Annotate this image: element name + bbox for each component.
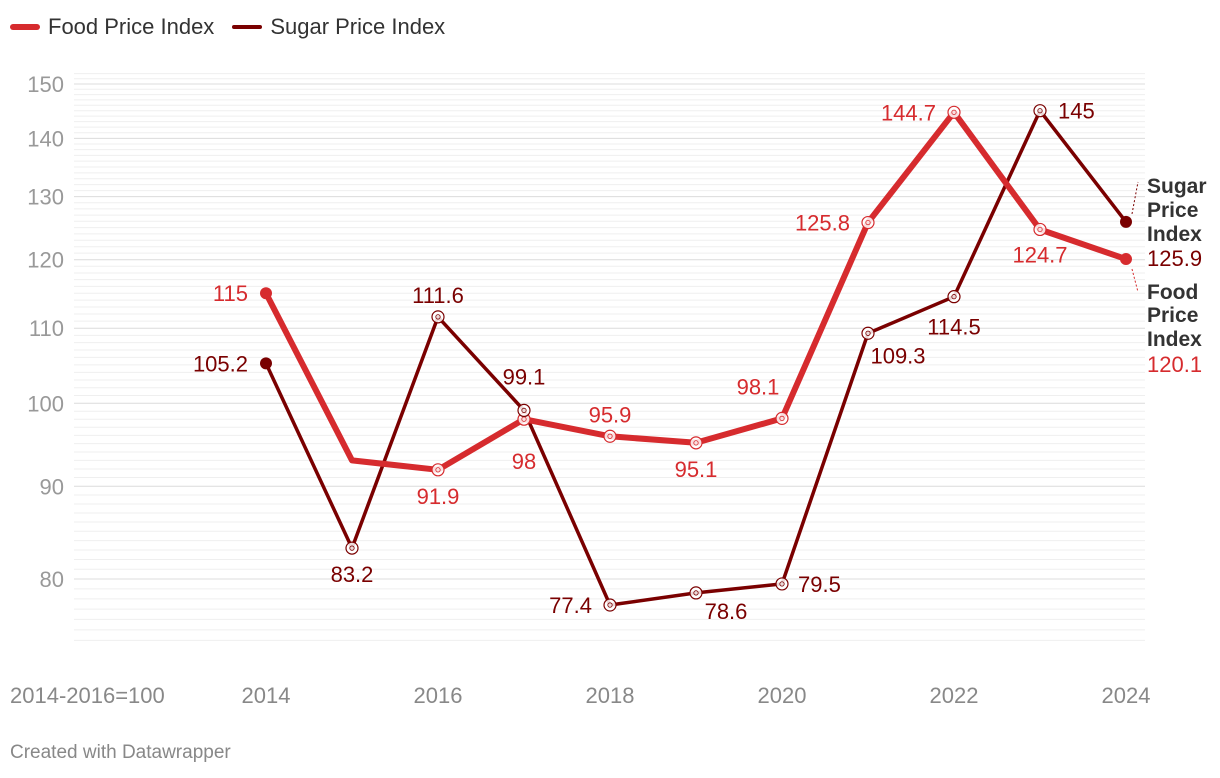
data-point-core-food — [607, 433, 613, 439]
data-point-sugar — [689, 586, 703, 600]
data-point-core-food — [1037, 226, 1043, 233]
y-tick-label: 140 — [27, 126, 64, 151]
legend-item-sugar[interactable]: Sugar Price Index — [232, 14, 445, 40]
data-label-food: 125.8 — [795, 211, 850, 236]
data-point-core-sugar — [693, 590, 699, 596]
data-point-sugar — [517, 403, 531, 418]
data-label-food: 144.7 — [881, 100, 936, 125]
data-label-sugar: 77.4 — [549, 593, 592, 618]
y-tick-label: 150 — [27, 72, 64, 97]
end-label-sugar: Sugar — [1147, 175, 1207, 198]
data-point-food — [947, 105, 961, 119]
data-point-food — [1120, 253, 1132, 266]
data-point-core-food — [693, 440, 699, 446]
legend-swatch-food — [10, 24, 40, 30]
data-point-core-sugar — [779, 581, 785, 587]
legend-label-food: Food Price Index — [48, 14, 215, 39]
data-point-food — [775, 411, 789, 425]
data-point-sugar — [345, 541, 359, 555]
x-tick-label: 2024 — [1102, 683, 1151, 708]
data-point-core-sugar — [435, 314, 441, 320]
data-point-food — [689, 436, 703, 450]
data-point-core-food — [779, 415, 785, 421]
data-label-food: 98 — [512, 449, 536, 474]
data-point-food — [603, 429, 617, 443]
data-point-sugar — [775, 577, 789, 591]
data-point-sugar — [1120, 215, 1132, 228]
legend: Food Price Index Sugar Price Index — [10, 14, 445, 40]
data-point-core-food — [865, 219, 871, 226]
y-tick-label: 100 — [27, 391, 64, 416]
data-point-food — [431, 463, 445, 477]
series-line-food — [263, 109, 1129, 473]
data-label-food: 95.1 — [675, 457, 718, 482]
chart-points — [260, 104, 1132, 612]
data-point-core-sugar — [1037, 108, 1043, 114]
x-tick-label: 2014 — [242, 683, 291, 708]
end-label-food: Index — [1147, 328, 1202, 351]
end-label-food: Food — [1147, 281, 1198, 304]
data-label-food: 124.7 — [1012, 242, 1067, 267]
data-point-sugar — [861, 326, 875, 340]
x-axis: 2014-2016=100 2014 2016 2018 2020 2022 2024 — [10, 683, 1150, 708]
data-label-food: 98.1 — [737, 374, 780, 399]
data-label-sugar: 109.3 — [870, 343, 925, 368]
data-point-core-sugar — [865, 330, 871, 336]
x-tick-label: 2016 — [414, 683, 463, 708]
y-tick-label: 80 — [40, 567, 64, 592]
data-point-core-sugar — [607, 602, 613, 608]
data-point-core-sugar — [951, 294, 957, 300]
end-value-food: 120.1 — [1147, 352, 1202, 377]
end-label-food: Price — [1147, 304, 1198, 327]
legend-label-sugar: Sugar Price Index — [270, 14, 446, 39]
y-tick-label: 90 — [40, 474, 64, 499]
data-label-sugar: 79.5 — [798, 572, 841, 597]
chart-labels: 115 91.9 98 95.9 95.1 98.1 125.8 144.7 124.7 105.… — [193, 99, 1207, 624]
data-label-sugar: 145 — [1058, 99, 1095, 124]
data-point-food — [861, 215, 875, 230]
data-label-sugar: 99.1 — [503, 364, 546, 389]
data-point-food — [260, 287, 272, 300]
y-tick-label: 110 — [29, 316, 64, 341]
legend-item-food[interactable]: Food Price Index — [10, 14, 214, 40]
footer-credit: Created with Datawrapper — [10, 742, 231, 763]
data-point-core-food — [435, 467, 441, 473]
y-axis: 80 90 100 110 120 130 140 150 — [27, 72, 64, 592]
data-point-core-sugar — [349, 545, 355, 551]
x-tick-label: 2020 — [758, 683, 807, 708]
data-label-food: 91.9 — [417, 484, 460, 509]
data-point-sugar — [947, 290, 961, 304]
data-point-food — [1033, 222, 1047, 237]
x-axis-title: 2014-2016=100 — [10, 683, 165, 708]
data-point-core-sugar — [521, 407, 527, 414]
data-point-sugar — [431, 310, 445, 324]
data-label-sugar: 114.5 — [927, 315, 980, 340]
legend-swatch-sugar — [232, 25, 263, 29]
end-label-sugar: Index — [1147, 223, 1202, 246]
data-label-sugar: 111.6 — [412, 283, 464, 308]
y-tick-label: 120 — [27, 248, 64, 273]
data-label-sugar: 105.2 — [193, 351, 248, 376]
y-tick-label: 130 — [27, 185, 64, 210]
end-leader-sugar — [1131, 181, 1139, 215]
data-label-food: 115 — [213, 281, 248, 306]
data-label-sugar: 83.2 — [331, 562, 374, 587]
end-value-sugar: 125.9 — [1147, 246, 1202, 271]
data-point-sugar — [1033, 104, 1047, 118]
end-label-sugar: Price — [1147, 199, 1198, 222]
data-label-sugar: 78.6 — [705, 599, 748, 624]
x-tick-label: 2022 — [930, 683, 979, 708]
data-point-sugar — [260, 357, 272, 370]
data-point-sugar — [603, 598, 617, 612]
data-label-food: 95.9 — [589, 402, 632, 427]
data-point-core-food — [951, 109, 957, 115]
x-tick-label: 2018 — [586, 683, 635, 708]
